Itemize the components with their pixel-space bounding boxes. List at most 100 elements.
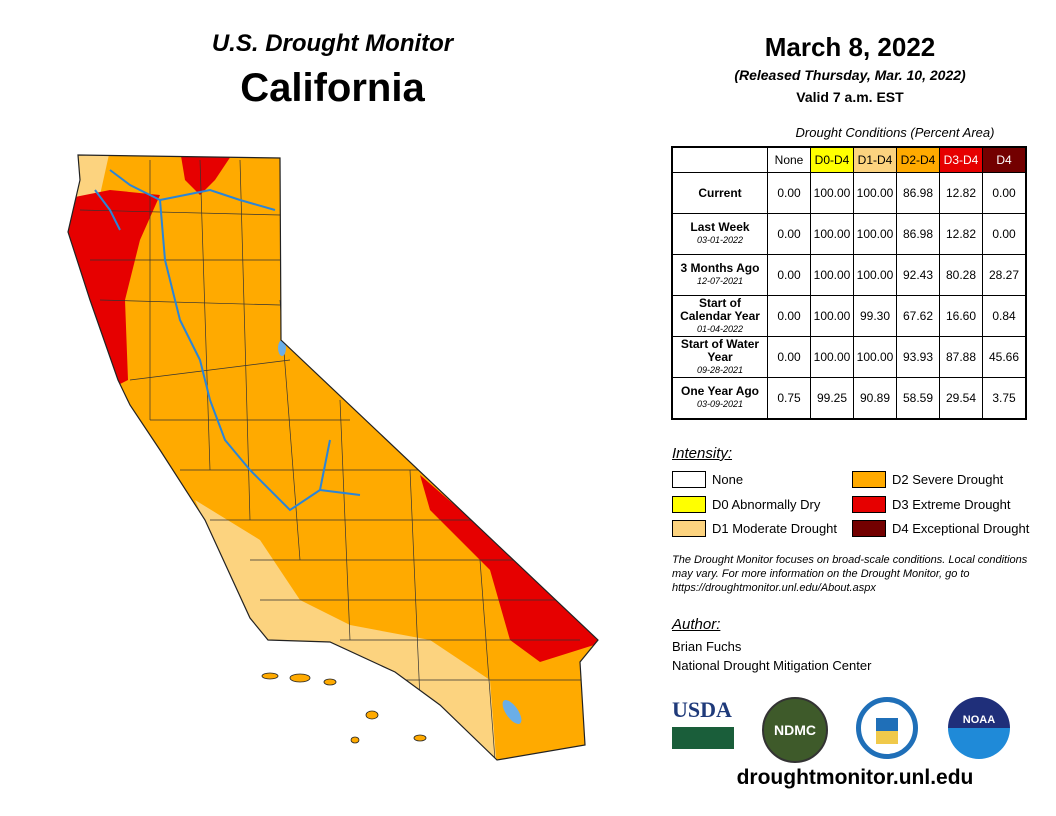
legend-swatch bbox=[852, 520, 886, 537]
cell-value: 86.98 bbox=[896, 172, 940, 214]
row-label-text: Last Week bbox=[690, 220, 750, 234]
legend-item: D2 Severe Drought bbox=[852, 471, 1003, 488]
cell-value: 100.00 bbox=[810, 336, 854, 378]
legend-label: D0 Abnormally Dry bbox=[712, 497, 821, 512]
map-date: March 8, 2022 bbox=[764, 32, 936, 62]
d3-area-north bbox=[180, 155, 235, 195]
cell-value: 3.75 bbox=[982, 377, 1027, 420]
row-label-text: Current bbox=[698, 185, 742, 200]
cell-value: 45.66 bbox=[982, 336, 1027, 378]
row-label: Last Week 03-01-2022 bbox=[671, 213, 768, 255]
cell-value: 0.00 bbox=[767, 336, 811, 378]
column-header-d0-d4: D0-D4 bbox=[810, 146, 854, 173]
row-label-text: Start of Calendar Year bbox=[680, 295, 760, 323]
cell-value: 0.00 bbox=[982, 172, 1027, 214]
ndmc-logo-text: NDMC bbox=[774, 722, 816, 738]
legend-label: None bbox=[712, 472, 744, 487]
cell-value: 92.43 bbox=[896, 254, 940, 296]
noaa-logo-text: NOAA bbox=[962, 714, 996, 726]
website-link[interactable]: droughtmonitor.unl.edu bbox=[736, 766, 974, 789]
cell-value: 16.60 bbox=[939, 295, 983, 337]
cell-value: 99.25 bbox=[810, 377, 854, 420]
cell-value: 100.00 bbox=[853, 172, 897, 214]
author-info: Brian Fuchs National Drought Mitigation … bbox=[672, 637, 871, 675]
row-label: 3 Months Ago 12-07-2021 bbox=[671, 254, 768, 296]
salton-sea bbox=[502, 700, 522, 724]
cell-value: 100.00 bbox=[853, 336, 897, 378]
cell-value: 28.27 bbox=[982, 254, 1027, 296]
table-row: Start of Water Year 09-28-2021 0.00 100.00 1… bbox=[671, 336, 1027, 378]
cell-value: 12.82 bbox=[939, 172, 983, 214]
usda-logo-text: USDA bbox=[672, 697, 732, 722]
row-date: 01-04-2022 bbox=[696, 323, 744, 334]
cell-value: 80.28 bbox=[939, 254, 983, 296]
legend-swatch bbox=[672, 471, 706, 488]
cell-value: 12.82 bbox=[939, 213, 983, 255]
intensity-title: Intensity: bbox=[672, 445, 733, 462]
legend-swatch bbox=[672, 496, 706, 513]
legend-label: D1 Moderate Drought bbox=[712, 521, 838, 536]
author-name: Brian Fuchs bbox=[672, 639, 742, 654]
cell-value: 67.62 bbox=[896, 295, 940, 337]
row-date: 03-09-2021 bbox=[696, 399, 744, 409]
cell-value: 0.00 bbox=[982, 213, 1027, 255]
map-title: U.S. Drought Monitor bbox=[211, 30, 454, 57]
legend-label: D2 Severe Drought bbox=[892, 472, 1004, 487]
row-date: 03-01-2022 bbox=[696, 235, 744, 245]
cell-value: 0.75 bbox=[767, 377, 811, 420]
row-date: 09-28-2021 bbox=[696, 364, 744, 375]
cell-value: 0.00 bbox=[767, 213, 811, 255]
rivers bbox=[94, 169, 361, 512]
cell-value: 100.00 bbox=[810, 254, 854, 296]
table-row: One Year Ago 03-09-2021 0.75 99.25 90.89 58.5… bbox=[671, 377, 1027, 420]
cell-value: 86.98 bbox=[896, 213, 940, 255]
legend-item: D1 Moderate Drought bbox=[672, 520, 837, 537]
legend-swatch bbox=[672, 520, 706, 537]
cell-value: 29.54 bbox=[939, 377, 983, 420]
legend-swatch bbox=[852, 471, 886, 488]
table-row: 3 Months Ago 12-07-2021 0.00 100.00 100.00 92… bbox=[671, 254, 1027, 296]
table-row: Current 0.00 100.00 100.00 86.98 12.82 0.00 bbox=[671, 172, 1027, 214]
cell-value: 100.00 bbox=[853, 254, 897, 296]
cell-value: 99.30 bbox=[853, 295, 897, 337]
cell-value: 90.89 bbox=[853, 377, 897, 420]
usda-logo: USDA bbox=[672, 697, 734, 759]
d3-area-north-coast bbox=[68, 190, 160, 385]
row-label-text: Start of Water Year bbox=[680, 336, 760, 364]
ndmc-logo: NDMC bbox=[762, 697, 828, 763]
channel-islands bbox=[261, 672, 427, 744]
row-label: Start of Calendar Year 01-04-2022 bbox=[671, 295, 768, 337]
legend-item: None bbox=[672, 471, 743, 488]
author-org: National Drought Mitigation Center bbox=[672, 658, 872, 673]
valid-time: Valid 7 a.m. EST bbox=[796, 89, 904, 105]
row-date: 12-07-2021 bbox=[696, 276, 744, 286]
column-header-d1-d4: D1-D4 bbox=[853, 146, 897, 173]
row-label: Start of Water Year 09-28-2021 bbox=[671, 336, 768, 378]
county-lines bbox=[79, 159, 590, 760]
legend-label: D4 Exceptional Drought bbox=[892, 521, 1030, 536]
cell-value: 58.59 bbox=[896, 377, 940, 420]
table-header-row: None D0-D4 D1-D4 D2-D4 D3-D4 D4 bbox=[672, 146, 1027, 173]
cell-value: 0.84 bbox=[982, 295, 1027, 337]
cell-value: 100.00 bbox=[853, 213, 897, 255]
legend-item: D4 Exceptional Drought bbox=[852, 520, 1029, 537]
noaa-logo: NOAA bbox=[948, 697, 1010, 759]
cell-value: 0.00 bbox=[767, 295, 811, 337]
legend-item: D3 Extreme Drought bbox=[852, 496, 1011, 513]
column-header-d3-d4: D3-D4 bbox=[939, 146, 983, 173]
lake-tahoe bbox=[278, 340, 286, 356]
table-row: Start of Calendar Year 01-04-2022 0.00 100.… bbox=[671, 295, 1027, 337]
legend-swatch bbox=[852, 496, 886, 513]
column-header-none: None bbox=[767, 146, 811, 173]
row-label-text: 3 Months Ago bbox=[680, 261, 760, 275]
release-date: (Released Thursday, Mar. 10, 2022) bbox=[734, 67, 966, 83]
california-drought-map bbox=[67, 154, 599, 761]
cell-value: 0.00 bbox=[767, 172, 811, 214]
cell-value: 100.00 bbox=[810, 213, 854, 255]
author-title: Author: bbox=[672, 616, 721, 633]
corner-cell bbox=[672, 147, 768, 173]
drought-conditions-table: None D0-D4 D1-D4 D2-D4 D3-D4 D4 Current 0.00 10… bbox=[671, 146, 1027, 420]
region-title: California bbox=[240, 66, 425, 110]
cell-value: 100.00 bbox=[810, 172, 854, 214]
